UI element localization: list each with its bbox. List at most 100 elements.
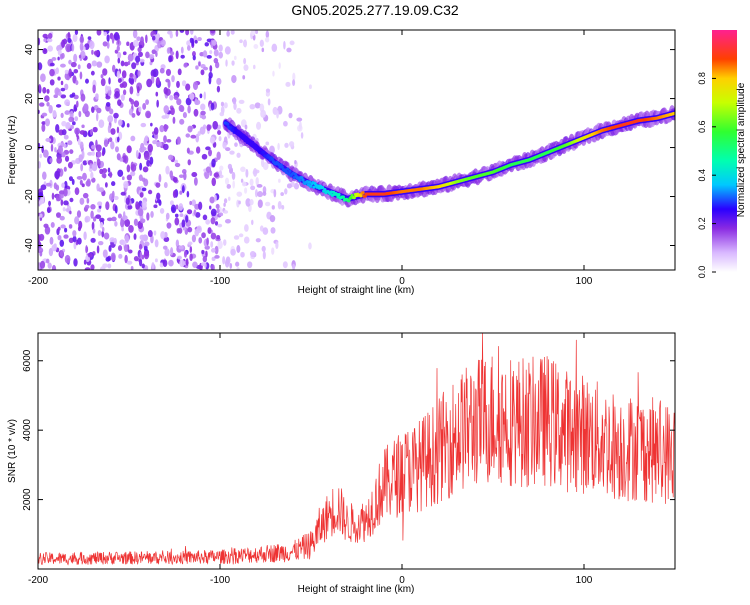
noise-speckle (104, 182, 108, 188)
noise-speckle (68, 59, 72, 65)
noise-speckle (205, 250, 208, 258)
y-tick-label: 20 (24, 93, 35, 105)
noise-speckle (121, 70, 127, 79)
noise-speckle (202, 214, 208, 221)
ridge-core (288, 169, 292, 173)
noise-speckle (146, 212, 150, 221)
noise-speckle (197, 37, 202, 42)
noise-speckle (187, 226, 193, 233)
noise-speckle (199, 93, 203, 99)
noise-speckle (163, 87, 168, 95)
noise-speckle (64, 254, 71, 264)
noise-speckle (139, 192, 144, 198)
ridge-core (352, 196, 356, 200)
noise-speckle (147, 143, 153, 153)
noise-speckle (80, 163, 84, 172)
noise-speckle (138, 243, 143, 250)
x-tick-label: -100 (210, 276, 230, 287)
noise-speckle (128, 249, 133, 254)
noise-speckle (209, 136, 216, 144)
noise-speckle (267, 98, 271, 106)
noise-speckle (38, 102, 45, 107)
noise-speckle (54, 147, 57, 153)
noise-speckle (179, 118, 185, 125)
noise-speckle (200, 110, 206, 116)
noise-speckle (68, 116, 74, 123)
noise-speckle (145, 99, 150, 105)
noise-speckle (91, 106, 95, 114)
noise-speckle (181, 219, 186, 228)
noise-speckle (163, 105, 170, 114)
noise-speckle (116, 153, 121, 161)
noise-speckle (183, 250, 188, 258)
noise-speckle (205, 146, 211, 151)
noise-speckle (245, 168, 249, 178)
noise-speckle (44, 118, 50, 127)
noise-speckle (129, 72, 133, 78)
noise-speckle (159, 124, 165, 133)
noise-speckle (251, 30, 256, 37)
noise-speckle (39, 260, 46, 269)
noise-speckle (154, 239, 159, 248)
noise-speckle (255, 238, 261, 243)
noise-speckle (280, 192, 284, 197)
noise-speckle (224, 177, 230, 185)
ridge-core (251, 140, 255, 145)
noise-speckle (96, 107, 102, 114)
noise-speckle (234, 142, 238, 147)
noise-speckle (86, 197, 90, 204)
noise-speckle (139, 251, 143, 260)
noise-speckle (239, 39, 243, 44)
noise-speckle (260, 109, 267, 118)
noise-speckle (73, 106, 78, 112)
noise-speckle (210, 208, 217, 217)
noise-speckle (89, 163, 93, 169)
noise-speckle (38, 200, 43, 205)
noise-speckle (236, 245, 241, 253)
noise-speckle (206, 54, 212, 59)
noise-speckle (256, 121, 262, 130)
noise-speckle (120, 191, 126, 196)
noise-speckle (231, 74, 237, 84)
noise-speckle (111, 190, 115, 199)
noise-speckle (78, 54, 82, 59)
noise-speckle (172, 176, 178, 183)
noise-speckle (83, 231, 87, 240)
noise-speckle (202, 255, 208, 263)
noise-speckle (146, 159, 151, 167)
noise-speckle (233, 55, 237, 61)
noise-speckle (226, 30, 230, 37)
noise-speckle (286, 47, 292, 53)
noise-speckle (122, 89, 127, 96)
noise-speckle (140, 122, 147, 128)
noise-speckle (191, 51, 196, 57)
noise-speckle (62, 38, 68, 45)
noise-speckle (133, 100, 140, 108)
noise-speckle (126, 260, 133, 265)
noise-speckle (42, 87, 47, 94)
ridge-core (280, 165, 284, 169)
noise-speckle (249, 250, 256, 258)
noise-speckle (201, 153, 208, 160)
noise-speckle (146, 78, 153, 88)
noise-speckle (218, 170, 223, 176)
noise-speckle (116, 136, 120, 143)
noise-speckle (218, 212, 224, 217)
noise-speckle (126, 164, 131, 173)
noise-speckle (138, 106, 142, 113)
noise-speckle (308, 242, 312, 250)
noise-speckle (210, 248, 216, 253)
noise-speckle (79, 42, 84, 52)
noise-speckle (216, 85, 221, 93)
noise-speckle (114, 90, 120, 99)
y-tick-label: 40 (24, 44, 35, 56)
noise-speckle (68, 237, 74, 244)
noise-speckle (102, 41, 108, 47)
noise-speckle (91, 221, 95, 231)
noise-speckle (174, 159, 179, 164)
noise-speckle (261, 245, 266, 252)
noise-speckle (154, 258, 158, 263)
noise-speckle (271, 43, 278, 52)
noise-speckle (102, 249, 108, 258)
noise-speckle (137, 208, 144, 217)
